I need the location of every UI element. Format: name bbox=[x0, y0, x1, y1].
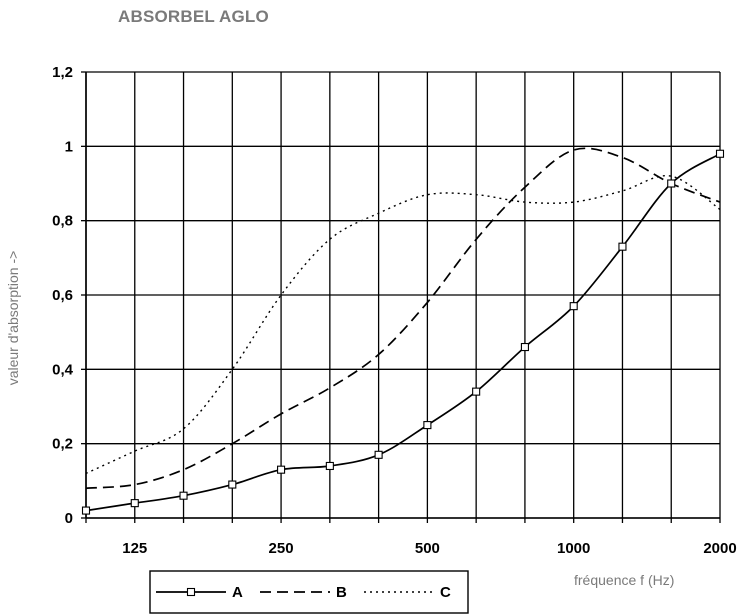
series-markers bbox=[81, 149, 725, 515]
data-point-a bbox=[130, 499, 139, 508]
data-point-a bbox=[618, 242, 627, 251]
y-tick-label: 0,4 bbox=[52, 361, 74, 378]
legend: A B C bbox=[149, 570, 469, 614]
y-tick-label: 1,2 bbox=[52, 64, 73, 81]
y-tick-label: 0,2 bbox=[52, 436, 73, 453]
legend-marker-a bbox=[186, 587, 196, 597]
series-lines bbox=[85, 147, 721, 512]
x-tick-label: 2000 bbox=[703, 540, 736, 557]
axes bbox=[81, 71, 721, 523]
legend-label-b: B bbox=[336, 584, 347, 601]
x-tick-label: 250 bbox=[269, 540, 294, 557]
data-point-a bbox=[667, 179, 676, 188]
y-tick-label: 0,8 bbox=[52, 213, 73, 230]
data-point-a bbox=[374, 450, 383, 459]
data-point-a bbox=[472, 387, 481, 396]
legend-label-c: C bbox=[440, 584, 451, 601]
x-axis-label: fréquence f (Hz) bbox=[574, 572, 675, 588]
y-tick-label: 0,6 bbox=[52, 287, 73, 304]
data-point-a bbox=[228, 480, 237, 489]
data-point-a bbox=[569, 302, 578, 311]
data-point-a bbox=[277, 465, 286, 474]
y-tick-label: 1 bbox=[65, 138, 73, 155]
data-point-a bbox=[520, 342, 529, 352]
chart-title: ABSORBEL AGLO bbox=[118, 7, 269, 26]
tick-labels: 0 0,2 0,4 0,6 0,8 1 1,2 125 250 500 1000 2000 bbox=[52, 64, 737, 557]
x-tick-label: 500 bbox=[415, 540, 440, 557]
data-point-a bbox=[81, 506, 91, 515]
data-point-a bbox=[325, 461, 334, 471]
data-point-a bbox=[423, 421, 432, 430]
y-tick-label: 0 bbox=[65, 510, 73, 527]
x-tick-label: 125 bbox=[122, 540, 147, 557]
series-line-b bbox=[85, 147, 721, 490]
series-line-a bbox=[85, 153, 721, 512]
grid-lines bbox=[85, 71, 721, 519]
data-point-a bbox=[715, 149, 725, 158]
x-tick-label: 1000 bbox=[557, 540, 590, 557]
legend-label-a: A bbox=[232, 584, 243, 601]
data-point-a bbox=[179, 491, 188, 500]
